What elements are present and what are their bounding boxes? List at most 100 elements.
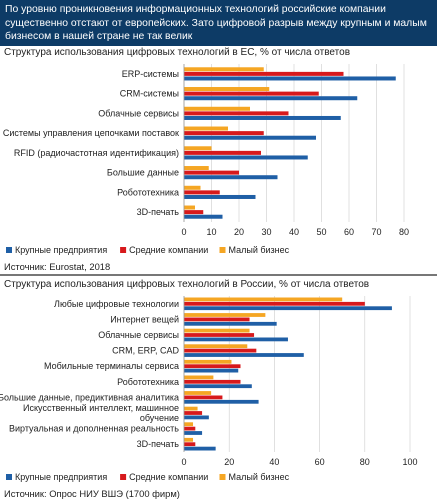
- category-label: 3D-печать: [137, 439, 180, 449]
- legend-label: Малый бизнес: [229, 245, 290, 255]
- category-label: RFID (радиочастотная идентификация): [14, 148, 179, 158]
- category-label: ERP-системы: [122, 69, 179, 79]
- category-label: Мобильные терминалы сервиса: [44, 361, 179, 371]
- bar-large: [184, 321, 277, 326]
- category-label: Интернет вещей: [110, 314, 179, 324]
- bar-small: [184, 437, 194, 442]
- bar-medium: [184, 426, 196, 431]
- x-tick-label: 30: [261, 227, 271, 237]
- category-label: Робототехника: [117, 187, 179, 197]
- panel-divider: [0, 274, 437, 276]
- eu-source: Источник: Eurostat, 2018: [4, 261, 111, 272]
- legend-label: Крупные предприятия: [15, 472, 107, 482]
- x-tick-label: 80: [360, 457, 370, 467]
- category-label: 3D-печать: [137, 207, 180, 217]
- bar-small: [184, 313, 266, 317]
- x-tick-label: 40: [289, 227, 299, 237]
- category-label: Системы управления цепочками поставок: [3, 128, 179, 138]
- bar-small: [184, 375, 214, 380]
- legend-label: Средние компании: [129, 472, 208, 482]
- headline-banner: По уровню проникновения информационных т…: [0, 0, 437, 46]
- bar-large: [184, 399, 259, 404]
- bar-large: [184, 175, 278, 180]
- bar-large: [184, 368, 239, 373]
- bar-small: [184, 391, 212, 395]
- bar-large: [184, 415, 209, 420]
- eu-chart: 0 10 20 30 40 50 60 70 80 ERP-системы CRM-системы О…: [3, 64, 409, 255]
- legend-swatch: [6, 474, 12, 480]
- bar-small: [184, 297, 343, 302]
- ru-source: Источник: Опрос НИУ ВШЭ (1700 фирм): [4, 488, 180, 499]
- bar-large: [184, 337, 288, 342]
- bar-medium: [184, 91, 319, 96]
- bar-large: [184, 194, 256, 199]
- bar-small: [184, 146, 212, 151]
- x-tick-label: 10: [206, 227, 216, 237]
- x-tick-label: 70: [371, 227, 381, 237]
- bar-medium: [184, 131, 264, 136]
- bar-medium: [184, 301, 365, 306]
- category-label: Большие данные, предиктивная аналитика: [0, 392, 179, 402]
- bar-small: [184, 406, 198, 411]
- x-tick-label: 60: [315, 457, 325, 467]
- bar-medium: [184, 411, 203, 415]
- legend-swatch: [219, 474, 226, 480]
- bar-small: [184, 344, 248, 349]
- bar-large: [184, 135, 316, 140]
- x-tick-label: 20: [234, 227, 244, 237]
- category-label: Облачные сервисы: [98, 330, 179, 340]
- bar-medium: [184, 210, 204, 215]
- x-tick-label: 100: [402, 457, 417, 467]
- legend-swatch: [6, 247, 12, 253]
- x-tick-label: 0: [181, 227, 186, 237]
- x-tick-label: 80: [399, 227, 409, 237]
- legend-label: Крупные предприятия: [15, 245, 107, 255]
- bar-medium: [184, 190, 220, 195]
- bar-medium: [184, 379, 241, 384]
- category-label: Искусственный интеллект, машинное обучени…: [23, 403, 179, 423]
- bar-large: [184, 96, 358, 101]
- legend-swatch: [219, 247, 226, 253]
- bar-large: [184, 353, 304, 357]
- category-label: CRM, ERP, CAD: [112, 346, 179, 356]
- category-label: Виртуальная и дополненная реальность: [9, 424, 179, 434]
- bar-medium: [184, 317, 250, 322]
- bar-medium: [184, 333, 255, 337]
- bar-small: [184, 185, 201, 190]
- bar-small: [184, 166, 209, 171]
- category-label-line: Искусственный интеллект, машинное: [23, 403, 179, 413]
- legend-label: Малый бизнес: [229, 472, 290, 482]
- x-tick-label: 40: [269, 457, 279, 467]
- ru-chart: 0 20 40 60 80 100 Любые цифровые технологии Инт…: [0, 296, 418, 482]
- bar-small: [184, 422, 194, 427]
- eu-chart-title: Структура использования цифровых техноло…: [4, 47, 351, 58]
- bar-small: [184, 106, 250, 111]
- headline-text: По уровню проникновения информационных т…: [5, 4, 427, 43]
- legend-swatch: [120, 474, 127, 480]
- bar-small: [184, 67, 264, 72]
- bar-medium: [184, 395, 223, 400]
- x-tick-label: 50: [316, 227, 326, 237]
- bar-small: [184, 359, 232, 364]
- category-label: Большие данные: [107, 168, 179, 178]
- ru-chart-title: Структура использования цифровых техноло…: [4, 279, 370, 290]
- bar-large: [184, 214, 223, 219]
- bar-large: [184, 384, 252, 389]
- bar-large: [184, 115, 341, 120]
- bar-medium: [184, 150, 261, 155]
- bar-large: [184, 446, 216, 451]
- category-label-line: обучение: [140, 413, 179, 423]
- legend-swatch: [120, 247, 127, 253]
- x-tick-label: 0: [181, 457, 186, 467]
- bar-medium: [184, 442, 196, 447]
- bar-medium: [184, 348, 257, 353]
- bar-large: [184, 155, 308, 160]
- bar-small: [184, 87, 270, 92]
- category-label: Любые цифровые технологии: [54, 299, 179, 309]
- bar-large: [184, 76, 396, 81]
- x-tick-label: 20: [224, 457, 234, 467]
- bar-small: [184, 328, 250, 333]
- category-label: CRM-системы: [120, 89, 179, 99]
- bar-large: [184, 306, 392, 311]
